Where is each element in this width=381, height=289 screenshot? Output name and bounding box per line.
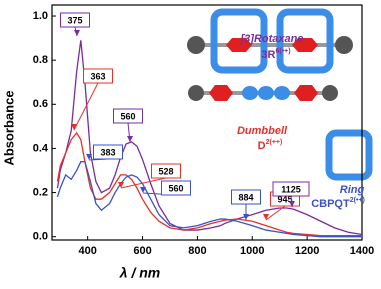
legend-formula: D2(++) [258, 139, 283, 152]
charge: 6(•+) [275, 48, 290, 55]
formula: D [258, 140, 266, 152]
annotation-arrow [265, 205, 286, 221]
annotation-label: 560 [120, 111, 135, 121]
plot-frame [51, 4, 363, 241]
formula: CBPQT [311, 198, 350, 210]
ring-illustration: + + [325, 129, 373, 181]
arrow-head [118, 182, 124, 188]
annotation-label: 375 [67, 15, 82, 25]
annotation-label: 383 [100, 147, 115, 157]
x-tick-label: 600 [133, 245, 151, 257]
arrow-head [74, 30, 80, 36]
rotaxane-illustration [187, 8, 353, 74]
arrow-head [86, 154, 92, 160]
annotation-label: 884 [238, 192, 253, 202]
y-tick-label: 0.4 [33, 142, 49, 154]
annotation-label: 560 [168, 183, 183, 193]
svg-text:+: + [357, 162, 363, 174]
y-tick-label: 0.2 [33, 186, 48, 198]
y-tick-label: 0.8 [33, 54, 48, 66]
y-axis-title: Absorbance [1, 90, 16, 165]
x-tick-label: 800 [188, 245, 206, 257]
legend-name: Dumbbell [237, 125, 288, 137]
legend-name: [3]Rotaxane [240, 33, 304, 45]
annotation-label: 1125 [281, 184, 301, 194]
annotation-label: 945 [277, 194, 292, 204]
annotation-box [113, 108, 143, 124]
x-axis-title: λ / nm [119, 265, 160, 281]
legend-name: Ring [340, 184, 365, 196]
annotation-box [60, 12, 90, 28]
x-tick-label: 400 [78, 245, 96, 257]
annotation-box [272, 181, 310, 197]
arrow-head [140, 187, 146, 193]
arrow-head [243, 214, 249, 220]
arrow-head [289, 201, 295, 207]
y-tick-label: 0.0 [33, 231, 48, 243]
legend-formula: 3R6(•+) [261, 48, 290, 61]
series-line [56, 131, 362, 237]
annotation-box [83, 68, 113, 84]
arrow-head [127, 136, 133, 142]
legend-formula: CBPQT2(•+) [311, 197, 365, 210]
annotation-label: 528 [158, 166, 173, 176]
charge: 2(++) [266, 139, 283, 146]
y-tick-label: 0.6 [33, 98, 48, 110]
arrow-head [263, 214, 269, 220]
x-tick-label: 1400 [350, 245, 374, 257]
annotation-box [231, 189, 261, 205]
annotation-label: 363 [90, 71, 105, 81]
x-tick-label: 1200 [295, 245, 319, 257]
annotation-arrow [120, 177, 167, 189]
annotation-box [161, 180, 191, 196]
y-tick-label: 1.0 [33, 10, 48, 22]
formula: 3R [261, 49, 275, 61]
charge: 2(•+) [350, 197, 365, 204]
series-line [56, 161, 362, 238]
annotation-box [93, 144, 123, 160]
annotation-box [151, 163, 181, 179]
dumbbell-illustration [188, 85, 338, 101]
x-tick-label: 1000 [240, 245, 264, 257]
annotation-arrow [73, 82, 99, 131]
arrow-head [71, 124, 77, 130]
svg-text:+: + [335, 136, 341, 148]
